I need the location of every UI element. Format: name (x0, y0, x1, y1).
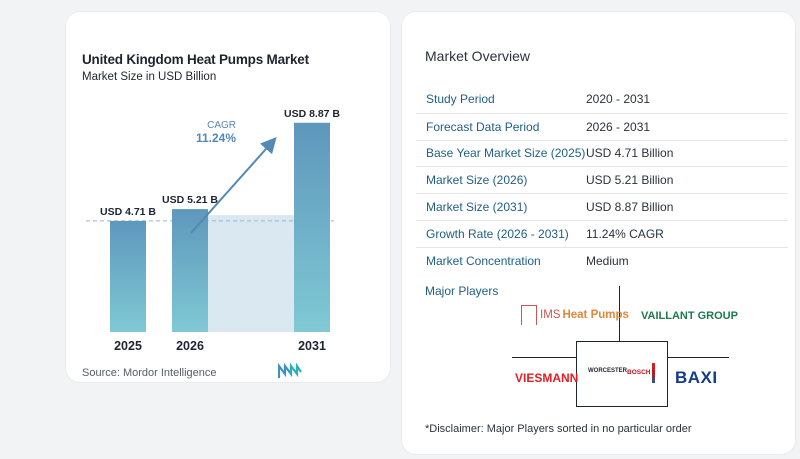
cagr-arrow (190, 137, 277, 234)
row-label: Market Concentration (426, 253, 541, 268)
data-label-2025: USD 4.71 B (100, 206, 156, 218)
ims-heat-pumps-logo: IMS Heat Pumps (521, 305, 629, 325)
table-row: Forecast Data Period 2026 - 2031 (416, 112, 788, 140)
growth-band (208, 215, 294, 332)
bar-2031 (294, 122, 330, 332)
row-label: Study Period (426, 92, 495, 107)
table-row: Market Concentration Medium (416, 246, 788, 274)
bar-2025 (110, 220, 146, 332)
thermometer-icon (652, 363, 655, 383)
chart-subtitle: Market Size in USD Billion (82, 71, 217, 83)
row-label: Forecast Data Period (426, 119, 540, 134)
row-value: USD 8.87 Billion (586, 200, 674, 215)
bosch-logo: BOSCH (627, 369, 651, 376)
worcester-logo: WORCESTER (588, 368, 627, 374)
row-label: Growth Rate (2026 - 2031) (426, 226, 569, 241)
bar-2026 (172, 209, 208, 332)
divider (667, 357, 729, 358)
cagr-value: 11.24% (196, 131, 236, 145)
table-row: Base Year Market Size (2025) USD 4.71 Bi… (416, 139, 788, 167)
table-row: Study Period 2020 - 2031 (416, 86, 788, 113)
ims-logo-text: IMS (540, 309, 561, 321)
row-value: USD 4.71 Billion (586, 146, 674, 161)
source-label: Source: Mordor Intelligence (82, 367, 217, 379)
table-row: Market Size (2031) USD 8.87 Billion (416, 193, 788, 220)
row-value: USD 5.21 Billion (586, 173, 674, 188)
divider (576, 406, 668, 407)
viessmann-logo: VIESMANN (515, 371, 579, 385)
overview-heading: Market Overview (425, 48, 531, 64)
row-label: Market Size (2026) (426, 173, 528, 188)
data-label-2026: USD 5.21 B (162, 194, 218, 206)
row-value: Medium (586, 253, 629, 268)
overview-panel (402, 12, 795, 454)
row-label: Base Year Market Size (2025) (426, 146, 586, 161)
house-icon (521, 305, 537, 325)
table-row: Growth Rate (2026 - 2031) 11.24% CAGR (416, 219, 788, 247)
vaillant-group-logo: VAILLANT GROUP (641, 310, 738, 322)
ims-logo-text-2: Heat Pumps (562, 309, 629, 321)
bar-chart: USD 4.71 B 2025 USD 5.21 B 2026 USD 8.87 B 20… (86, 108, 340, 353)
table-row: Market Size (2026) USD 5.21 Billion (416, 166, 788, 193)
baxi-logo: BAXI (675, 368, 718, 387)
divider (512, 357, 577, 358)
divider (576, 341, 577, 407)
x-tick-2031: 2031 (298, 339, 326, 353)
row-label: Market Size (2031) (426, 200, 528, 215)
row-value: 2020 - 2031 (586, 92, 651, 107)
players-heading: Major Players (425, 284, 499, 298)
divider (576, 341, 668, 342)
row-value: 2026 - 2031 (586, 119, 651, 134)
row-value: 11.24% CAGR (586, 226, 664, 241)
x-tick-2026: 2026 (176, 339, 204, 353)
x-tick-2025: 2025 (114, 339, 142, 353)
cagr-label: CAGR (207, 120, 236, 131)
disclaimer: *Disclaimer: Major Players sorted in no … (425, 423, 692, 435)
data-label-2031: USD 8.87 B (284, 108, 340, 120)
divider (667, 341, 668, 407)
chart-title: United Kingdom Heat Pumps Market (82, 52, 309, 67)
divider (619, 286, 620, 341)
overview-table: Study Period 2020 - 2031 Forecast Data P… (416, 86, 788, 274)
mordor-logo-icon (278, 363, 302, 378)
